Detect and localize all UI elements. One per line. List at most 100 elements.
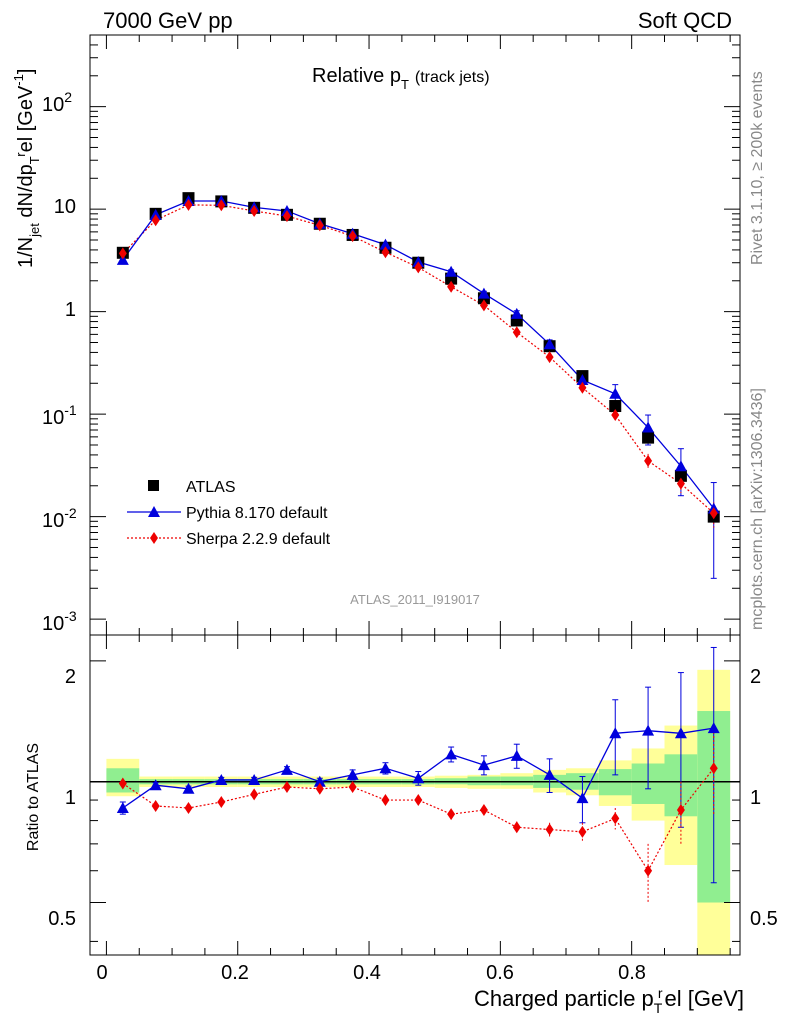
ratio-ytick-label-0.5-right: 0.5: [750, 908, 778, 930]
ratio-band-inner: [500, 776, 534, 786]
main-ticks: [90, 34, 740, 635]
sherpa-point: [644, 454, 653, 467]
ytick-label-100: 102: [42, 89, 72, 116]
pythia-point: [379, 238, 392, 250]
main-panel: 10-3 10-2 10-1 1 10 102 1/Njet dN/dpTrel…: [11, 34, 741, 636]
ratio-panel: 2 1 0.5 2 1 0.5 Ratio to ATLAS 0 0.2 0.4…: [25, 634, 778, 1016]
ratio-sherpa-point: [578, 825, 587, 838]
xtick-label-0: 0: [96, 962, 107, 984]
ratio-plot-area: [90, 646, 740, 955]
ytick-label-1: 1: [65, 299, 76, 321]
ratio-pythia-point: [445, 748, 458, 760]
ratio-sherpa-point: [217, 796, 226, 809]
legend: ATLAS Pythia 8.170 default Sherpa 2.2.9 …: [127, 479, 331, 548]
legend-pythia-label: Pythia 8.170 default: [186, 505, 328, 522]
ratio-pythia-point: [510, 749, 523, 761]
ratio-ytick-label-0.5: 0.5: [48, 908, 76, 930]
ytick-label-1e-2: 10-2: [42, 505, 77, 532]
pythia-point: [674, 460, 687, 472]
legend-sherpa-marker: [150, 532, 158, 544]
sherpa-point: [512, 326, 521, 339]
ytick-label-10: 10: [54, 196, 76, 218]
mcplots-label: mcplots.cern.ch [arXiv:1306.3436]: [749, 388, 766, 630]
ratio-pythia-point: [116, 801, 129, 813]
ratio-sherpa-point: [151, 799, 160, 812]
ratio-pythia-point: [313, 775, 326, 787]
ratio-pythia-point: [248, 773, 261, 785]
pythia-point: [477, 287, 490, 299]
sherpa-point: [217, 199, 226, 212]
header-left: 7000 GeV pp: [103, 8, 233, 33]
legend-atlas-marker: [148, 480, 159, 491]
pythia-point: [510, 307, 523, 319]
ytick-label-1e-1: 10-1: [42, 402, 77, 429]
ratio-sherpa-point: [512, 821, 521, 834]
sherpa-point: [611, 409, 620, 422]
sherpa-point: [282, 210, 291, 223]
pythia-point: [642, 421, 655, 433]
sherpa-line: [122, 204, 715, 514]
ratio-pythia-point: [215, 773, 228, 785]
pythia-point: [445, 265, 458, 277]
chart-title: Relative pT (track jets): [312, 65, 490, 92]
atlas-point: [609, 400, 622, 413]
ratio-sherpa-point: [184, 801, 193, 814]
pythia-point: [543, 338, 556, 350]
ratio-pythia-point: [346, 768, 359, 780]
ratio-sherpa-point: [381, 794, 390, 807]
ratio-sherpa-point: [709, 762, 718, 775]
legend-pythia-marker: [148, 506, 160, 517]
pythia-point: [576, 374, 589, 386]
ratio-ylabel: Ratio to ATLAS: [25, 743, 42, 851]
ratio-pythia-point: [182, 782, 195, 794]
sherpa-point: [315, 219, 324, 232]
xtick-label-0.4: 0.4: [353, 962, 381, 984]
ratio-ytick-label-2-right: 2: [750, 666, 761, 688]
main-tick-labels: 10-3 10-2 10-1 1 10 102: [42, 89, 77, 635]
ratio-sherpa-point: [250, 788, 259, 801]
sherpa-point: [447, 280, 456, 293]
ratio-pythia-point: [280, 763, 293, 775]
sherpa-point: [545, 351, 554, 364]
legend-atlas-label: ATLAS: [186, 479, 236, 496]
sherpa-point: [709, 507, 718, 520]
xlabel: Charged particle pTrel [GeV]: [474, 985, 744, 1016]
sherpa-point: [381, 246, 390, 259]
ratio-sherpa-point: [479, 804, 488, 817]
atlas-point: [674, 469, 687, 482]
sherpa-point: [250, 204, 259, 217]
xtick-label-0.8: 0.8: [618, 962, 646, 984]
ratio-sherpa-point: [545, 823, 554, 836]
ratio-ytick-label-1-right: 1: [750, 787, 761, 809]
ratio-sherpa-point: [644, 864, 653, 877]
ratio-sherpa-point: [348, 781, 357, 794]
ratio-pythia-point: [149, 779, 162, 791]
ratio-band-inner: [467, 776, 501, 786]
atlas-point: [642, 431, 655, 444]
ratio-ticks: [90, 635, 740, 955]
header-right: Soft QCD: [638, 8, 732, 33]
ratio-pythia-point: [674, 727, 687, 739]
ratio-sherpa-point: [118, 777, 127, 790]
sherpa-point: [676, 477, 685, 490]
ytick-label-1e-3: 10-3: [42, 608, 77, 635]
pythia-point: [609, 387, 622, 399]
ratio-sherpa-point: [611, 812, 620, 825]
ratio-ytick-label-1: 1: [65, 787, 76, 809]
sherpa-point: [479, 299, 488, 312]
legend-sherpa-label: Sherpa 2.2.9 default: [186, 531, 331, 548]
ratio-pythia-point: [576, 792, 589, 804]
xtick-label-0.6: 0.6: [486, 962, 514, 984]
ratio-pythia-point: [642, 724, 655, 736]
ratio-frame: [89, 634, 741, 956]
sherpa-point: [348, 230, 357, 243]
ratio-pythia-point: [707, 722, 720, 734]
ratio-pythia-point: [477, 759, 490, 771]
sherpa-point: [578, 381, 587, 394]
ratio-ytick-label-2: 2: [65, 666, 76, 688]
analysis-watermark: ATLAS_2011_I919017: [350, 592, 480, 607]
sherpa-point: [151, 214, 160, 227]
main-plot-area: [116, 192, 720, 579]
ratio-sherpa-point: [282, 781, 291, 794]
